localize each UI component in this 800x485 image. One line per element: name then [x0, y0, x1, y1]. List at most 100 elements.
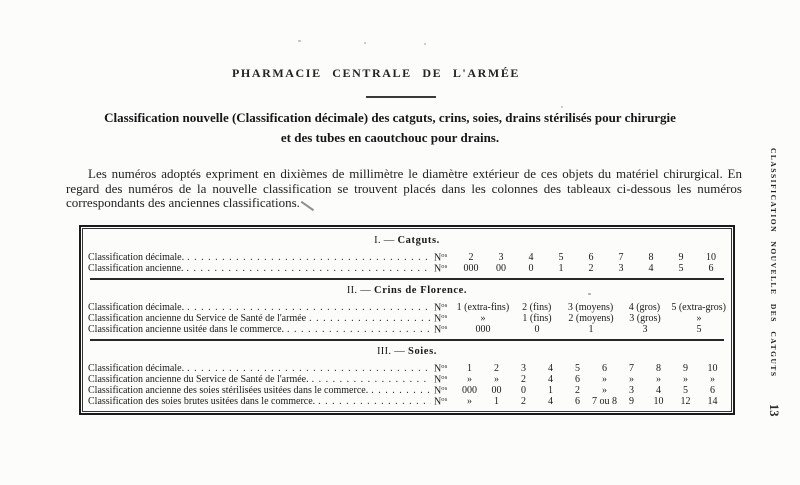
classification-table: I. — Catguts. Classification décimale. Nos…: [79, 225, 735, 415]
value-cell: 000: [462, 385, 477, 397]
value-cell: 10: [653, 396, 664, 408]
table-row: Classification ancienne des soies stéril…: [88, 383, 726, 397]
value-cell: 3: [642, 324, 648, 336]
value-cell: 6: [708, 263, 714, 275]
value-cell: 8: [648, 252, 654, 264]
value-cell: 0: [521, 385, 526, 397]
section-title: Soies.: [408, 346, 437, 357]
section-title: Crins de Florence.: [374, 285, 468, 296]
value-cell: 3: [521, 363, 526, 375]
value-cell: 8: [656, 363, 661, 375]
dot-leader: [287, 324, 431, 335]
dot-leader: [187, 302, 431, 313]
section-numeral: III.: [377, 346, 392, 357]
value-cell: »: [467, 396, 472, 408]
value-cell: 10: [706, 252, 716, 264]
section-divider: [90, 278, 724, 280]
value-cell: 5: [558, 252, 564, 264]
value-cell: 1: [588, 324, 594, 336]
document-title-line2: et des tubes en caoutchouc pour drains.: [280, 130, 500, 145]
row-values: » 1 2 4 6 7 ou 8 9 10 12 14: [456, 396, 726, 407]
value-cell: 4: [648, 263, 654, 275]
value-cell: »: [480, 313, 486, 325]
value-cell: 9: [678, 252, 684, 264]
row-label: Classification ancienne du Service de Sa…: [88, 374, 309, 386]
value-cell: 1: [558, 263, 564, 275]
value-cell: 2: [494, 363, 499, 375]
numero-abbrev: Nos: [434, 324, 448, 336]
dot-leader: [318, 396, 431, 407]
value-cell: 12: [680, 396, 691, 408]
value-cell: 1: [467, 363, 472, 375]
value-cell: 7 ou 8: [592, 396, 617, 408]
value-cell: 2: [521, 374, 526, 386]
table-row: Classification décimale. Nos 1 (extra-fins…: [88, 300, 726, 314]
table-section: II. — Crins de Florence. Classification d…: [88, 285, 726, 336]
value-cell: 0: [534, 324, 540, 336]
intro-paragraph: Les numéros adoptés expriment en dixième…: [66, 166, 742, 210]
value-cell: »: [602, 374, 607, 386]
section-numeral: I.: [374, 235, 381, 246]
document-title: Classification nouvelle (Classification …: [40, 108, 740, 148]
section-heading: I. — Catguts.: [374, 235, 440, 246]
value-cell: »: [467, 374, 472, 386]
value-cell: »: [629, 374, 634, 386]
section-title: Catguts.: [397, 235, 440, 246]
row-values: 000 0 1 3 5: [456, 324, 726, 335]
value-cell: 3 (moyens): [567, 302, 614, 314]
value-cell: 00: [491, 385, 502, 397]
numero-abbrev: Nos: [434, 363, 448, 375]
dot-leader: [187, 263, 431, 274]
value-cell: 3: [498, 252, 504, 264]
value-cell: 10: [707, 363, 718, 375]
value-cell: 5: [678, 263, 684, 275]
table-row: Classification des soies brutes usitées …: [88, 394, 726, 407]
row-values: 1 (extra-fins) 2 (fins) 3 (moyens) 4 (gros)…: [456, 302, 726, 313]
value-cell: 4: [548, 374, 553, 386]
numero-abbrev: Nos: [434, 263, 448, 275]
scan-speck: [364, 42, 366, 44]
row-values: 1 2 3 4 5 6 7 8 9 10: [456, 363, 726, 374]
page-number: 13: [767, 404, 781, 417]
value-cell: 1: [548, 385, 553, 397]
value-cell: 4: [548, 396, 553, 408]
numero-abbrev: Nos: [434, 385, 448, 397]
value-cell: 5 (extra-gros): [671, 302, 727, 314]
value-cell: 3: [629, 385, 634, 397]
value-cell: 1 (extra-fins): [456, 302, 510, 314]
value-cell: 2: [588, 263, 594, 275]
value-cell: 1 (fins): [522, 313, 552, 325]
value-cell: 5: [696, 324, 702, 336]
row-label: Classification décimale.: [88, 252, 185, 264]
value-cell: 3: [618, 263, 624, 275]
numero-abbrev: Nos: [434, 252, 448, 264]
value-cell: 0: [528, 263, 534, 275]
value-cell: 2 (moyens): [568, 313, 614, 325]
table-row: Classification ancienne du Service de Sa…: [88, 311, 726, 324]
classification-table-body: I. — Catguts. Classification décimale. Nos…: [82, 228, 732, 412]
table-row: Classification décimale. Nos 2 3 4 5 6 7 8 9 10: [88, 250, 726, 264]
header-rule: [366, 96, 436, 98]
value-cell: »: [696, 313, 702, 325]
scan-speck: [298, 40, 301, 42]
value-cell: 6: [602, 363, 607, 375]
table-section: III. — Soies. Classification décimale. Nos…: [88, 346, 726, 407]
dot-leader: [309, 313, 431, 324]
value-cell: 000: [463, 263, 479, 275]
table-row: Classification décimale. Nos 1 2 3 4 5 6 7 8 9 10: [88, 361, 726, 375]
value-cell: 1: [494, 396, 499, 408]
table-section: I. — Catguts. Classification décimale. Nos…: [88, 235, 726, 275]
value-cell: 6: [710, 385, 715, 397]
row-label: Classification ancienne des soies stéril…: [88, 385, 369, 397]
value-cell: 000: [475, 324, 491, 336]
row-label: Classification décimale.: [88, 363, 185, 375]
value-cell: »: [602, 385, 607, 397]
value-cell: 6: [575, 396, 580, 408]
value-cell: 14: [707, 396, 718, 408]
row-values: » 1 (fins) 2 (moyens) 3 (gros) »: [456, 313, 726, 324]
row-label: Classification décimale.: [88, 302, 185, 314]
section-heading: III. — Soies.: [377, 346, 437, 357]
row-values: 2 3 4 5 6 7 8 9 10: [456, 252, 726, 263]
